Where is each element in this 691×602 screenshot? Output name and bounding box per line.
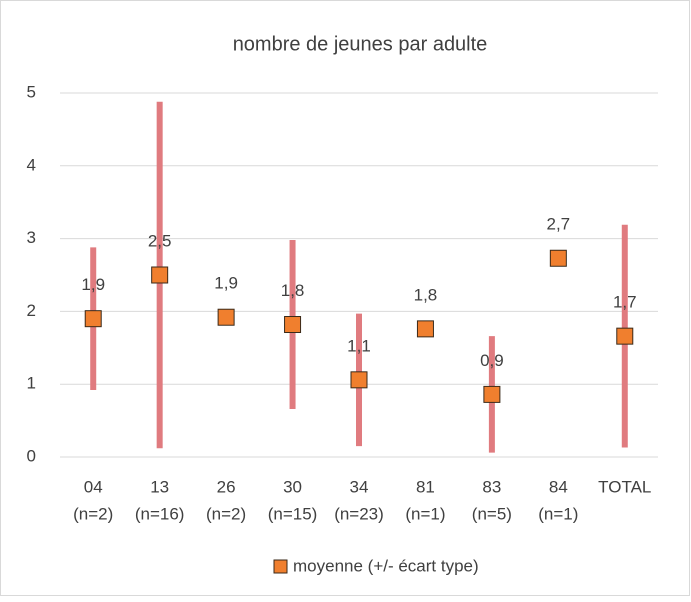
x-tick-label: 34: [350, 477, 369, 496]
marker: [483, 385, 501, 403]
y-tick-label: 5: [27, 82, 36, 101]
data-label: 2,5: [148, 231, 172, 250]
x-tick-sublabel: (n=2): [206, 504, 246, 523]
marker: [549, 249, 567, 267]
x-tick-label: 30: [283, 477, 302, 496]
data-label: 0,9: [480, 351, 504, 370]
data-label: 2,7: [547, 215, 571, 234]
x-tick-sublabel: (n=1): [405, 504, 445, 523]
data-label: 1,9: [81, 275, 105, 294]
chart-title: nombre de jeunes par adulte: [233, 33, 488, 55]
x-tick-label: 83: [482, 477, 501, 496]
x-tick-label: 84: [549, 477, 568, 496]
y-tick-label: 2: [27, 301, 36, 320]
legend-label: moyenne (+/- écart type): [293, 556, 479, 575]
x-tick-sublabel: (n=1): [538, 504, 578, 523]
x-tick-sublabel: (n=16): [135, 504, 185, 523]
y-tick-label: 1: [27, 374, 36, 393]
y-tick-label: 3: [27, 228, 36, 247]
x-tick-label: 81: [416, 477, 435, 496]
marker: [350, 371, 368, 389]
marker: [151, 266, 169, 284]
data-label: 1,7: [613, 293, 637, 312]
x-tick-label: 13: [150, 477, 169, 496]
y-tick-label: 4: [27, 155, 36, 174]
legend-swatch: [273, 559, 288, 574]
data-label: 1,8: [414, 285, 438, 304]
x-tick-sublabel: (n=5): [472, 504, 512, 523]
marker: [616, 327, 634, 345]
x-tick-label: 04: [84, 477, 103, 496]
x-tick-sublabel: (n=23): [334, 504, 384, 523]
x-tick-label: 26: [217, 477, 236, 496]
data-label: 1,8: [281, 281, 305, 300]
marker: [284, 316, 302, 334]
marker: [84, 310, 102, 328]
data-label: 1,1: [347, 336, 371, 355]
marker: [416, 320, 434, 338]
marker: [217, 308, 235, 326]
x-tick-sublabel: (n=2): [73, 504, 113, 523]
y-tick-label: 0: [27, 446, 36, 465]
data-label: 1,9: [214, 274, 238, 293]
x-tick-label: TOTAL: [598, 477, 651, 496]
x-tick-sublabel: (n=15): [268, 504, 318, 523]
